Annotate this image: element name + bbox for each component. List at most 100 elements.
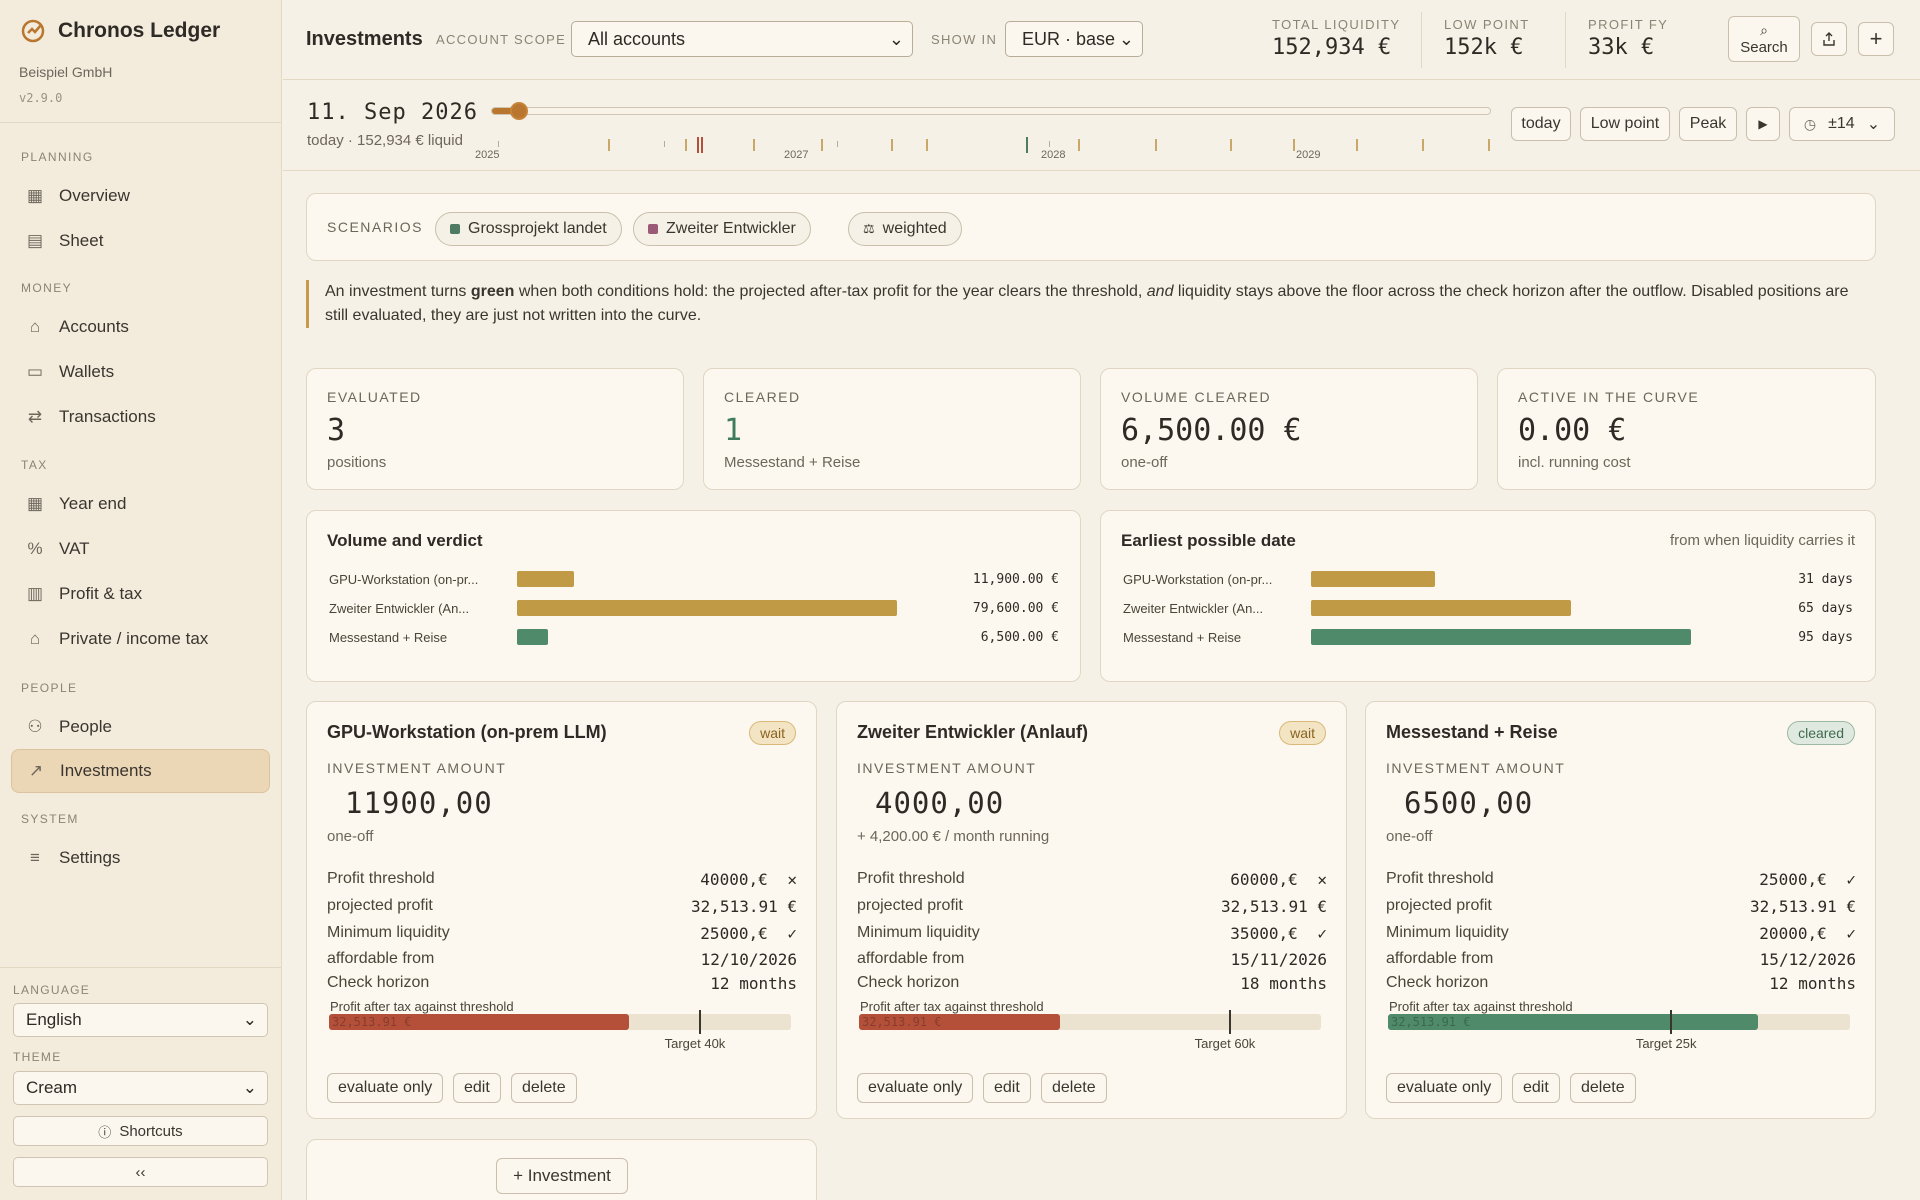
delete-button[interactable]: delete: [511, 1073, 577, 1103]
clock-icon: ◷: [1803, 115, 1817, 132]
investment-amount: 6500,00: [1404, 786, 1534, 820]
language-value: English: [26, 1010, 82, 1029]
grid-icon: ▦: [26, 186, 44, 205]
progress-label: Profit after tax against threshold: [330, 999, 514, 1014]
evaluate-only-button[interactable]: evaluate only: [857, 1073, 974, 1103]
kpi-profit-value: 33k €: [1588, 35, 1655, 60]
sidebar-item-transactions[interactable]: ⇄ Transactions: [11, 395, 270, 439]
sidebar-item-profit-tax[interactable]: ▥ Profit & tax: [11, 572, 270, 616]
timeline-handle[interactable]: [510, 102, 528, 120]
panel-title: Earliest possible date: [1121, 531, 1296, 550]
theme-select[interactable]: Cream ⌄: [13, 1071, 268, 1105]
target-label: Target 40k: [664, 1036, 726, 1051]
cross-icon: ✕: [1307, 870, 1327, 889]
detail-row: Profit threshold 25000,€ ✓: [1386, 868, 1856, 890]
brand[interactable]: Chronos Ledger: [20, 18, 220, 44]
stat-active: ACTIVE IN THE CURVE 0.00 € incl. running…: [1497, 368, 1876, 490]
bar-value: 31 days: [1798, 572, 1853, 587]
peak-button[interactable]: Peak: [1679, 107, 1737, 141]
timeline-year-tick: [498, 141, 499, 147]
sidebar-item-investments[interactable]: ↗ Investments: [11, 749, 270, 793]
panel-title: Volume and verdict: [327, 531, 483, 550]
sidebar-section-title: TAX: [21, 458, 48, 472]
export-button[interactable]: [1811, 22, 1847, 56]
collapse-label: ‹‹: [135, 1163, 146, 1181]
detail-label: projected profit: [857, 897, 963, 914]
scenario-chip[interactable]: Grossprojekt landet: [435, 212, 622, 246]
theme-value: Cream: [26, 1078, 78, 1097]
account-scope-select[interactable]: All accounts ⌄: [571, 21, 913, 57]
sidebar-section-title: PEOPLE: [21, 681, 78, 695]
evaluate-only-button[interactable]: evaluate only: [1386, 1073, 1503, 1103]
delete-button[interactable]: delete: [1041, 1073, 1107, 1103]
amount-sub: one-off: [327, 828, 374, 845]
edit-button[interactable]: edit: [453, 1073, 501, 1103]
amount-sub: one-off: [1386, 828, 1433, 845]
search-button[interactable]: ⌕ Search: [1728, 16, 1800, 62]
stat-value: 0.00 €: [1518, 413, 1627, 448]
currency-select[interactable]: EUR · base ⌄: [1005, 21, 1143, 57]
shortcuts-button[interactable]: ⓘ Shortcuts: [13, 1116, 268, 1146]
sidebar-item-year-end[interactable]: ▦ Year end: [11, 482, 270, 526]
detail-value-text: 32,513.91 €: [1750, 897, 1856, 916]
scenario-chip[interactable]: Zweiter Entwickler: [633, 212, 811, 246]
sidebar-item-sheet[interactable]: ▤ Sheet: [11, 219, 270, 263]
sidebar-item-vat[interactable]: % VAT: [11, 527, 270, 571]
detail-label: Minimum liquidity: [857, 924, 980, 941]
bar-label: Messestand + Reise: [1123, 630, 1242, 645]
target-label: Target 60k: [1194, 1036, 1256, 1051]
weighted-toggle[interactable]: ⚖ weighted: [848, 212, 962, 246]
detail-row: Check horizon 12 months: [327, 972, 797, 994]
profit-progress: 32,513.91 €: [1388, 1010, 1850, 1034]
sidebar-item-private-income-tax[interactable]: ⌂ Private / income tax: [11, 617, 270, 661]
scenarios-bar: SCENARIOS Grossprojekt landet Zweiter En…: [306, 193, 1876, 261]
detail-row: Check horizon 18 months: [857, 972, 1327, 994]
timeline: 11. Sep 2026 today · 152,934 € liquid 20…: [283, 81, 1920, 171]
low-point-button[interactable]: Low point: [1580, 107, 1670, 141]
bar-row: GPU-Workstation (on-pr... 11,900.00 €: [329, 567, 1059, 591]
kpi-profit-label: PROFIT FY: [1588, 17, 1669, 32]
timeline-marker: [685, 139, 687, 151]
delete-button[interactable]: delete: [1570, 1073, 1636, 1103]
theme-label: THEME: [13, 1050, 62, 1064]
edit-button[interactable]: edit: [1512, 1073, 1560, 1103]
today-button[interactable]: today: [1511, 107, 1571, 141]
sidebar-item-people[interactable]: ⚇ People: [11, 705, 270, 749]
chevron-down-icon: ⌄: [888, 28, 904, 49]
sidebar-item-settings[interactable]: ≡ Settings: [11, 836, 270, 880]
search-label: Search: [1740, 39, 1788, 56]
detail-value: 12/10/2026: [701, 950, 797, 969]
collapse-sidebar-button[interactable]: ‹‹: [13, 1157, 268, 1187]
sidebar-item-accounts[interactable]: ⌂ Accounts: [11, 305, 270, 349]
sidebar-item-overview[interactable]: ▦ Overview: [11, 174, 270, 218]
sidebar-item-wallets[interactable]: ▭ Wallets: [11, 350, 270, 394]
investment-amount: 4000,00: [875, 786, 1005, 820]
detail-value: 35000,€ ✓: [1230, 924, 1327, 943]
panel-note: from when liquidity carries it: [1669, 532, 1855, 549]
detail-label: Check horizon: [857, 974, 960, 991]
amount-label: INVESTMENT AMOUNT: [857, 760, 1037, 776]
add-investment-button[interactable]: + Investment: [496, 1158, 628, 1194]
detail-value: 32,513.91 €: [1750, 897, 1856, 916]
timeline-slider[interactable]: [491, 102, 1491, 120]
timeline-marker: [891, 139, 893, 151]
date-panel: Earliest possible date from when liquidi…: [1100, 510, 1876, 682]
stat-label: EVALUATED: [327, 389, 422, 405]
bar-row: Messestand + Reise 6,500.00 €: [329, 625, 1059, 649]
note-emphasis: green: [470, 283, 515, 300]
currency-value: EUR · base: [1022, 28, 1116, 49]
add-button[interactable]: +: [1858, 22, 1894, 56]
detail-label: Check horizon: [1386, 974, 1489, 991]
stat-label: ACTIVE IN THE CURVE: [1518, 389, 1700, 405]
sidebar-item-label: Investments: [60, 761, 152, 780]
edit-button[interactable]: edit: [983, 1073, 1031, 1103]
investment-title: GPU-Workstation (on-prem LLM): [327, 722, 607, 742]
language-select[interactable]: English ⌄: [13, 1003, 268, 1037]
detail-label: Profit threshold: [857, 870, 965, 887]
year-label: 2027: [784, 149, 809, 161]
evaluate-only-button[interactable]: evaluate only: [327, 1073, 444, 1103]
progress-value: 32,513.91 €: [862, 1015, 942, 1029]
play-button[interactable]: ▶: [1746, 107, 1780, 141]
timeline-sub: today · 152,934 € liquid: [307, 132, 463, 149]
range-select[interactable]: ◷ ±14 ⌄: [1789, 107, 1895, 141]
